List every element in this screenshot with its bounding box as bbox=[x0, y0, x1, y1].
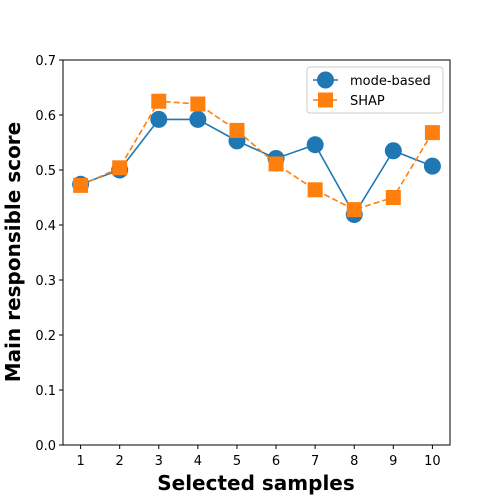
y-tick-label: 0.2 bbox=[35, 329, 56, 344]
series-layer bbox=[72, 93, 441, 224]
x-axis-ticks: 1 2 3 4 5 6 7 8 9 10 bbox=[76, 445, 441, 469]
x-tick-label: 2 bbox=[116, 454, 124, 469]
legend-label: mode-based bbox=[350, 74, 431, 89]
legend-box bbox=[306, 66, 444, 114]
series-line bbox=[80, 118, 433, 217]
data-point bbox=[346, 202, 362, 218]
legend: mode-based SHAP bbox=[306, 66, 444, 114]
data-point bbox=[229, 122, 245, 138]
data-point bbox=[384, 142, 402, 160]
legend-marker bbox=[318, 92, 333, 108]
data-point bbox=[424, 125, 440, 141]
data-point bbox=[423, 157, 441, 175]
x-tick-label: 5 bbox=[233, 454, 241, 469]
y-axis-label: Main responsible score bbox=[1, 122, 25, 382]
legend-label: SHAP bbox=[350, 94, 385, 109]
data-point bbox=[73, 177, 89, 193]
x-tick-label: 1 bbox=[76, 454, 84, 469]
data-point bbox=[190, 96, 206, 112]
y-tick-label: 0.4 bbox=[35, 219, 56, 234]
x-tick-label: 3 bbox=[155, 454, 163, 469]
y-tick-label: 0.6 bbox=[35, 109, 56, 124]
x-tick-label: 8 bbox=[350, 454, 358, 469]
data-point bbox=[150, 110, 168, 128]
y-tick-label: 0.0 bbox=[35, 439, 56, 454]
x-tick-label: 7 bbox=[311, 454, 319, 469]
data-point bbox=[151, 93, 167, 109]
plot-frame bbox=[62, 59, 451, 446]
x-tick-label: 10 bbox=[424, 454, 441, 469]
x-tick-label: 4 bbox=[194, 454, 202, 469]
plot-area bbox=[63, 60, 450, 445]
data-point bbox=[268, 156, 284, 172]
legend-marker bbox=[317, 71, 334, 89]
data-point bbox=[306, 136, 324, 154]
data-point bbox=[307, 182, 323, 198]
series-line bbox=[80, 100, 434, 211]
y-tick-label: 0.3 bbox=[35, 274, 56, 289]
series-shap bbox=[73, 93, 440, 218]
data-point bbox=[385, 190, 401, 205]
y-tick-label: 0.5 bbox=[35, 164, 56, 179]
y-tick-label: 0.1 bbox=[35, 384, 56, 399]
y-tick-label: 0.7 bbox=[35, 54, 56, 69]
data-point bbox=[112, 160, 128, 176]
y-axis-ticks: 0.0 0.1 0.2 0.3 0.4 0.5 0.6 0.7 bbox=[35, 54, 63, 454]
x-tick-label: 9 bbox=[389, 454, 397, 469]
x-tick-label: 6 bbox=[272, 454, 280, 469]
data-point bbox=[189, 110, 207, 128]
x-axis-label: Selected samples bbox=[157, 471, 355, 495]
